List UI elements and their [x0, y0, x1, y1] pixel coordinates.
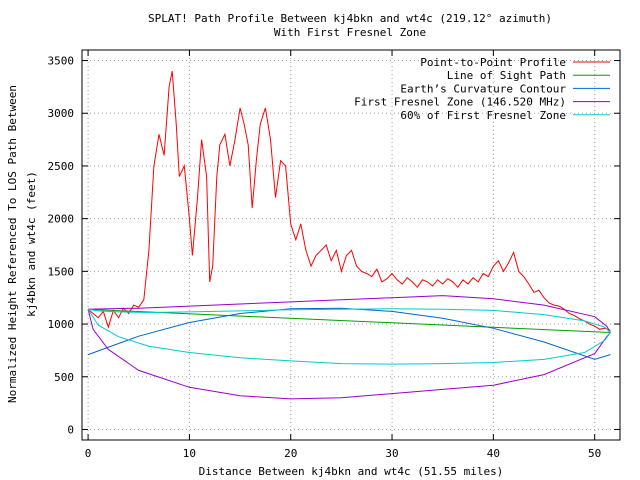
- y-tick-label: 0: [67, 423, 74, 436]
- x-tick-label: 30: [385, 447, 398, 460]
- series-line-3: [87, 295, 612, 400]
- chart-subtitle: With First Fresnel Zone: [274, 26, 426, 39]
- y-axis-label-line-2: kj4bkn and wt4c (feet): [25, 171, 38, 317]
- legend-label-3: First Fresnel Zone (146.520 MHz): [354, 96, 566, 109]
- y-axis-label: Normalized Height Referenced To LOS Path…: [6, 85, 38, 403]
- x-tick-label: 0: [85, 447, 92, 460]
- legend-label-2: Earth’s Curvature Contour: [400, 82, 566, 95]
- series-line-1: [88, 308, 611, 333]
- y-tick-label: 2500: [48, 160, 75, 173]
- legend-label-4: 60% of First Fresnel Zone: [400, 109, 566, 122]
- series-group: [87, 71, 612, 400]
- x-axis-label: Distance Between kj4bkn and wt4c (51.55 …: [199, 465, 504, 478]
- y-tick-label: 3000: [48, 107, 75, 120]
- grid: [82, 50, 620, 440]
- legend-label-0: Point-to-Point Profile: [420, 56, 566, 69]
- y-axis-label-line-1: Normalized Height Referenced To LOS Path…: [6, 85, 19, 403]
- x-tick-label: 40: [487, 447, 500, 460]
- series-line-0: [87, 71, 611, 331]
- plot-frame: [81, 49, 621, 441]
- ticks: 0 500 1000 1500 2000 2500 3000 3500 0 10 20 30 40 50: [48, 50, 620, 460]
- y-tick-label: 1500: [48, 265, 75, 278]
- x-tick-label: 10: [183, 447, 196, 460]
- chart-title: SPLAT! Path Profile Between kj4bkn and w…: [148, 12, 552, 25]
- series-line-4: [87, 308, 612, 365]
- series-line-2: [87, 307, 611, 360]
- y-tick-label: 500: [54, 371, 74, 384]
- x-tick-label: 20: [284, 447, 297, 460]
- x-tick-label: 50: [588, 447, 601, 460]
- y-tick-label: 3500: [48, 55, 75, 68]
- y-tick-label: 2000: [48, 213, 75, 226]
- y-tick-label: 1000: [48, 318, 75, 331]
- legend-label-1: Line of Sight Path: [447, 69, 566, 82]
